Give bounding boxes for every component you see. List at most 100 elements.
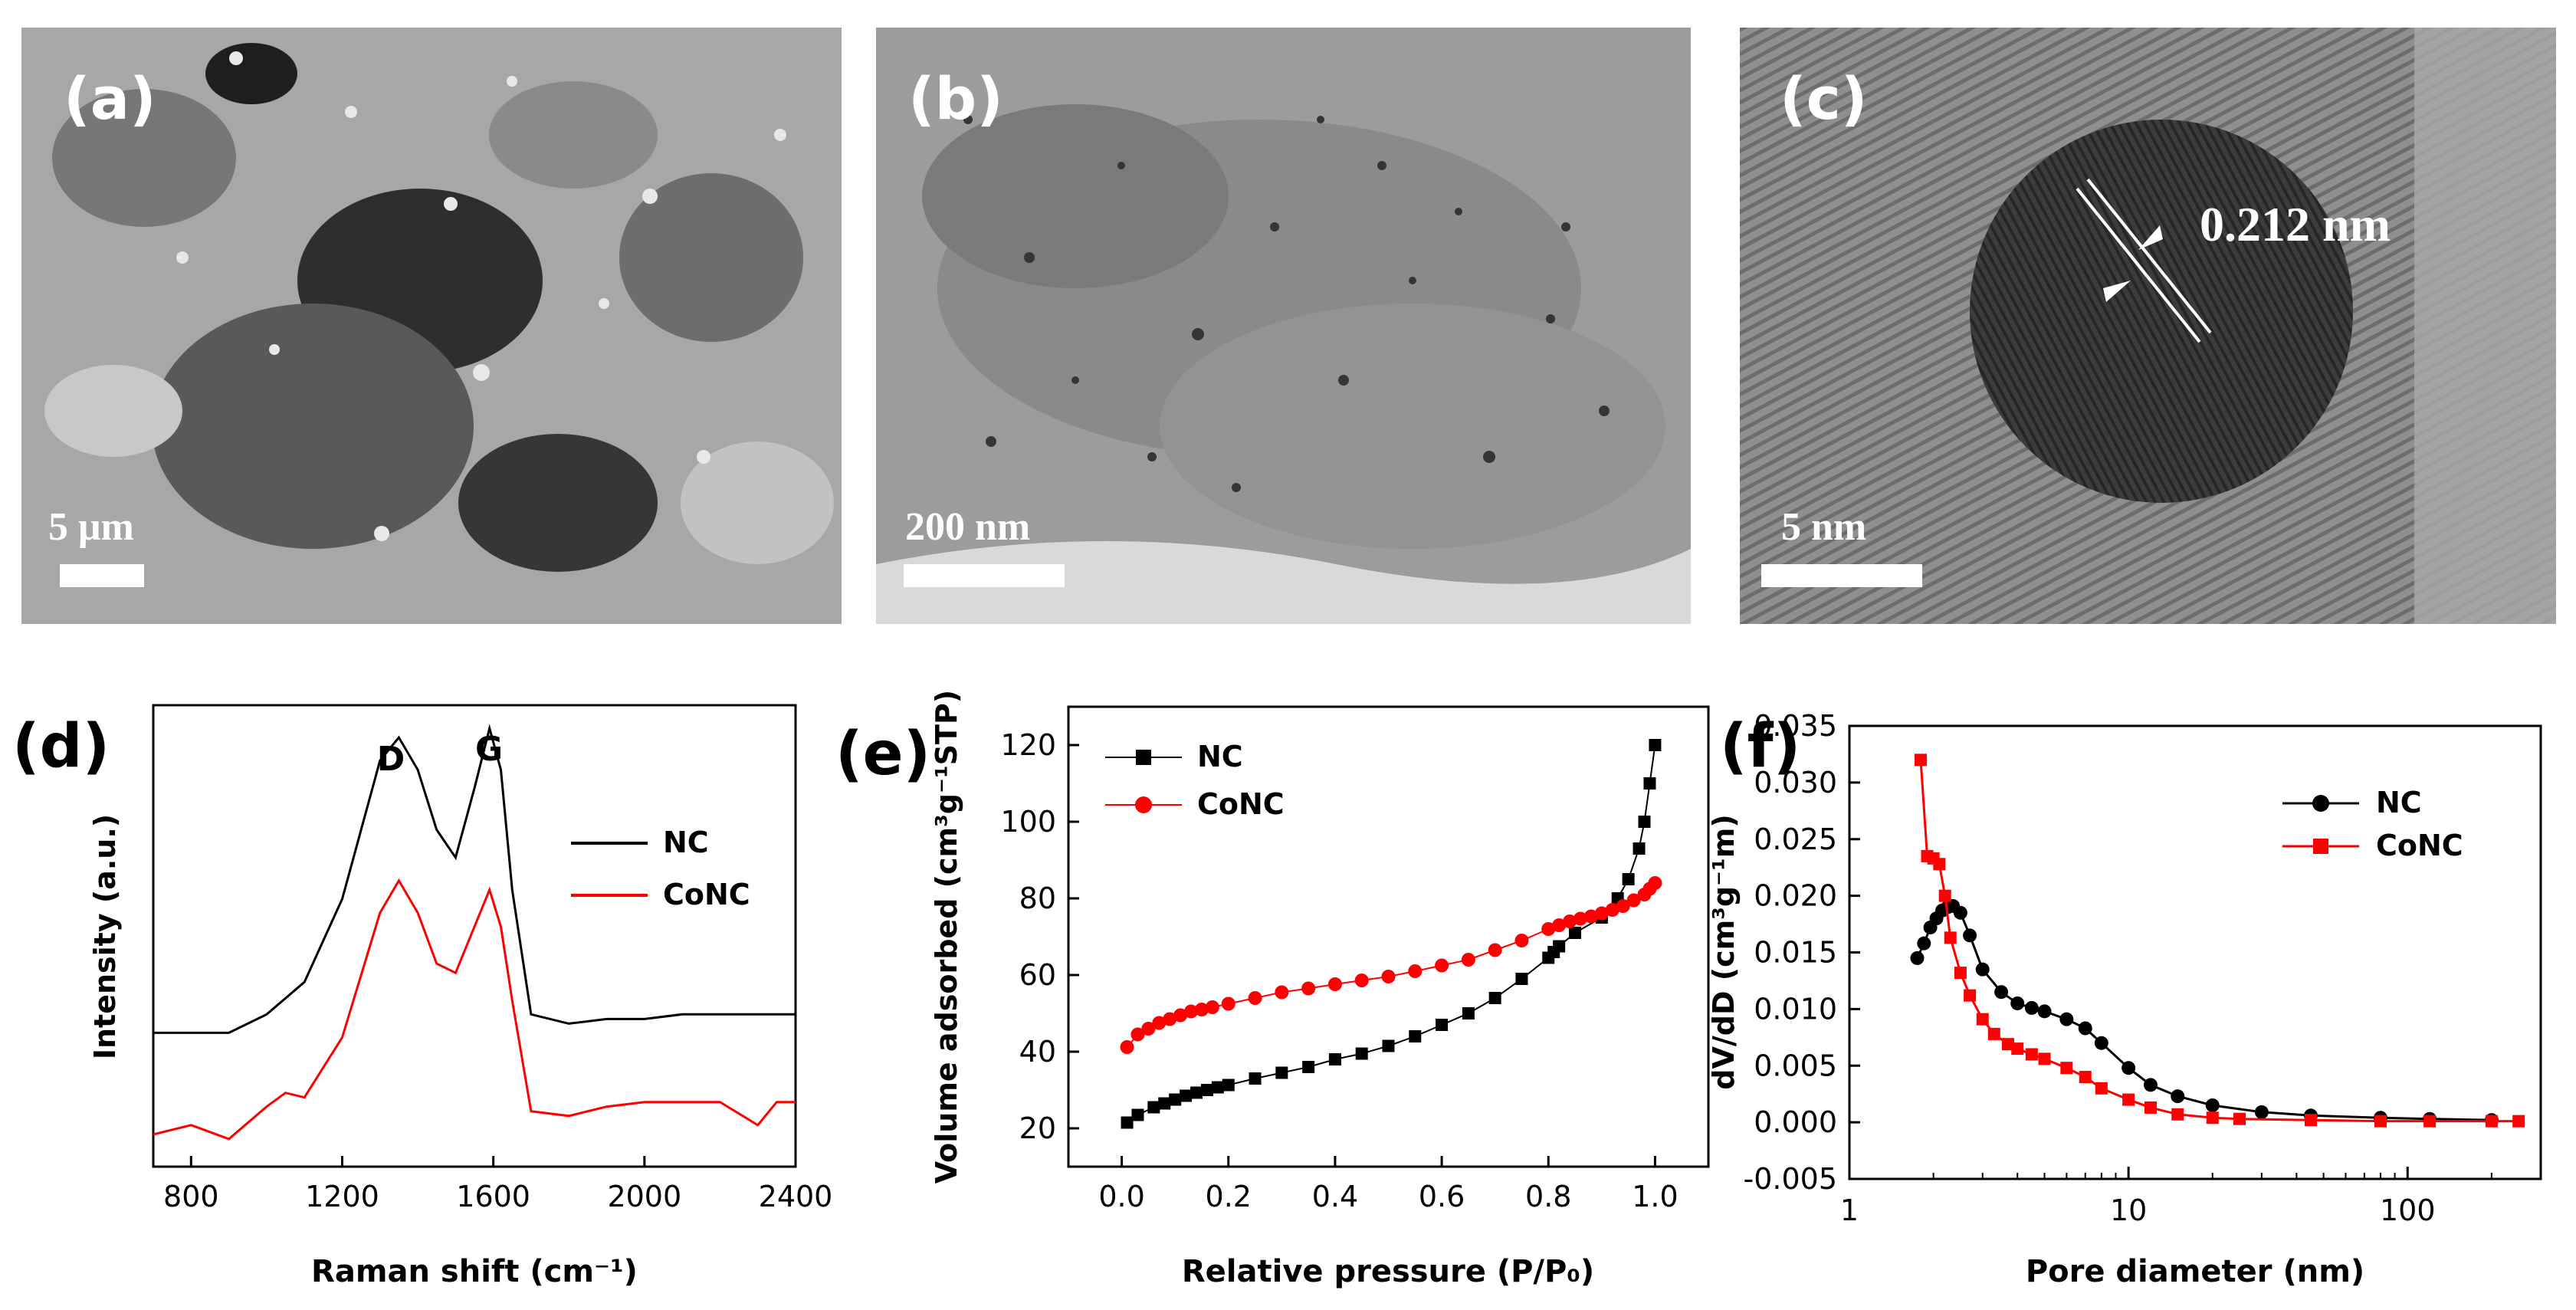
plot-frame-f xyxy=(1848,724,2542,1180)
data-point-nc-f xyxy=(1975,962,1990,977)
data-point-conc-e xyxy=(1616,899,1630,913)
data-point-conc-e xyxy=(1141,1022,1156,1036)
data-point-conc-e xyxy=(1552,918,1567,932)
x-tick-label-e: 1.0 xyxy=(1632,1180,1678,1213)
data-point-nc-e xyxy=(1302,1061,1315,1073)
x-tick-label-f: 1 xyxy=(1840,1193,1859,1227)
data-point-conc-f xyxy=(1914,753,1927,767)
legend-label-conc-e: CoNC xyxy=(1197,787,1285,821)
sem-texture xyxy=(21,28,842,624)
data-point-conc-e xyxy=(1573,911,1587,926)
sem-image-a: (a) 5 μm xyxy=(21,28,842,624)
data-point-conc-e xyxy=(1221,996,1235,1011)
legend-label-nc-f: NC xyxy=(2376,786,2422,819)
data-point-conc-f xyxy=(2122,1093,2135,1106)
data-point-conc-e xyxy=(1163,1012,1177,1026)
data-point-nc-f xyxy=(2171,1089,2185,1104)
data-point-conc-e xyxy=(1461,953,1475,967)
tem-texture xyxy=(876,28,1691,624)
data-point-conc-e xyxy=(1583,909,1598,924)
legend-label-conc-f: CoNC xyxy=(2376,829,2463,862)
data-point-conc-e xyxy=(1541,922,1556,936)
data-point-conc-f xyxy=(2011,1042,2024,1056)
annotation-D: D xyxy=(377,740,405,779)
data-point-conc-f xyxy=(2233,1112,2246,1125)
x-tick-label-d: 1600 xyxy=(456,1180,530,1213)
chart-d: (d) 800 1200 1600 2000 2400 D G NC CoNC Inte… xyxy=(12,704,833,1289)
hrtem-texture xyxy=(1740,28,2556,624)
data-point-nc-e xyxy=(1515,973,1528,985)
data-point-nc-f xyxy=(2094,1036,2108,1050)
data-point-conc-e xyxy=(1648,876,1662,890)
y-tick-label-e: 80 xyxy=(1019,882,1056,915)
data-point-conc-f xyxy=(1938,889,1951,902)
data-point-conc-f xyxy=(2423,1115,2437,1128)
data-point-conc-f xyxy=(1964,989,1977,1002)
chart-f: (f) 1 10 100 -0.005 0.000 0.005 0.010 0.015 0.02… xyxy=(1707,709,2542,1289)
data-point-conc-f xyxy=(1954,967,1967,980)
y-axis-label-f: dV/dD (cm³g⁻¹m) xyxy=(1707,814,1741,1089)
x-tick-label-e: 0.2 xyxy=(1206,1180,1252,1213)
y-tick-label-e: 60 xyxy=(1019,958,1056,992)
data-point-nc-e xyxy=(1488,992,1501,1004)
data-point-conc-e xyxy=(1514,934,1529,947)
legend-marker-nc-f xyxy=(2312,795,2329,812)
data-point-conc-e xyxy=(1605,903,1619,917)
data-point-conc-f xyxy=(2171,1108,2184,1121)
data-point-conc-e xyxy=(1594,906,1609,921)
data-point-nc-e xyxy=(1649,739,1662,751)
data-point-conc-f xyxy=(2095,1082,2108,1095)
hrtem-image-c: (c) 0.212 nm 5 nm xyxy=(1740,28,2556,624)
series-line-nc-d xyxy=(153,724,796,1034)
data-point-conc-e xyxy=(1194,1003,1209,1016)
data-point-nc-e xyxy=(1622,873,1635,885)
legend-marker-conc-e xyxy=(1135,796,1152,813)
data-point-conc-e xyxy=(1408,964,1423,978)
y-tick-label-e: 20 xyxy=(1019,1111,1056,1145)
panel-label-a: (a) xyxy=(64,64,156,133)
data-point-conc-f xyxy=(1976,1013,1989,1026)
panel-label-b: (b) xyxy=(908,64,1003,133)
data-point-nc-e xyxy=(1633,842,1646,855)
data-point-conc-e xyxy=(1563,914,1577,928)
x-tick-label-e: 0.4 xyxy=(1312,1180,1358,1213)
x-axis-label-e: Relative pressure (P/P₀) xyxy=(1182,1254,1594,1289)
series-line-conc-f xyxy=(1919,760,2519,1123)
data-point-nc-e xyxy=(1409,1030,1422,1042)
data-point-nc-f xyxy=(2059,1012,2074,1026)
data-point-conc-e xyxy=(1205,1000,1219,1014)
data-point-nc-e xyxy=(1131,1108,1144,1121)
series-line-nc-f xyxy=(1916,905,2492,1121)
data-point-nc-e xyxy=(1569,927,1582,939)
legend-label-nc-e: NC xyxy=(1197,740,1243,773)
data-point-nc-e xyxy=(1211,1081,1224,1094)
data-point-conc-f xyxy=(2038,1052,2051,1065)
data-point-nc-f xyxy=(1953,905,1967,920)
series-line-conc-d xyxy=(153,878,796,1141)
x-tick-label-d: 2400 xyxy=(759,1180,833,1213)
x-tick-label-f: 10 xyxy=(2110,1193,2147,1227)
data-point-nc-f xyxy=(2010,996,2025,1010)
data-point-conc-f xyxy=(2304,1114,2317,1127)
data-point-nc-f xyxy=(1910,950,1925,965)
scale-bar-a xyxy=(60,564,144,587)
data-point-conc-f xyxy=(1944,931,1957,944)
data-point-nc-e xyxy=(1462,1007,1475,1019)
data-point-nc-f xyxy=(2254,1105,2269,1119)
data-point-nc-e xyxy=(1222,1079,1235,1092)
legend-marker-conc-f xyxy=(2313,839,2328,854)
data-point-conc-e xyxy=(1354,973,1369,987)
data-point-nc-f xyxy=(2037,1004,2052,1019)
x-tick-label-d: 1200 xyxy=(305,1180,379,1213)
y-tick-label-f: 0.000 xyxy=(1754,1105,1837,1139)
data-point-conc-f xyxy=(2060,1062,2073,1075)
scale-bar-label-a: 5 μm xyxy=(48,505,134,549)
data-point-nc-f xyxy=(2024,1000,2039,1015)
y-tick-label-e: 100 xyxy=(1000,805,1056,839)
data-point-nc-f xyxy=(2122,1061,2136,1075)
data-point-nc-e xyxy=(1382,1039,1395,1052)
y-tick-label-f: 0.015 xyxy=(1754,936,1837,970)
y-axis-label-e: Volume adsorbed (cm³g⁻¹STP) xyxy=(930,690,963,1184)
data-point-conc-e xyxy=(1435,958,1449,973)
